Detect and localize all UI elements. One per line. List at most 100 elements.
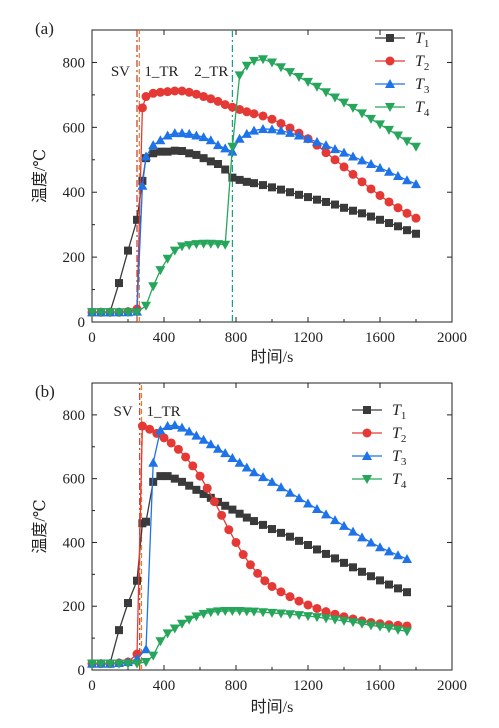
legend-label: T2 (392, 425, 406, 445)
data-point (403, 226, 411, 235)
data-point (385, 219, 393, 228)
data-point (141, 151, 151, 161)
data-point (384, 624, 394, 634)
data-point (205, 239, 216, 249)
data-point (137, 421, 147, 431)
data-point (177, 86, 187, 96)
series-line (92, 425, 408, 665)
data-point (205, 439, 216, 449)
legend-label: T3 (415, 76, 430, 96)
data-point (258, 472, 268, 482)
data-point (321, 148, 331, 158)
data-point (294, 73, 304, 83)
y-tick-label: 600 (63, 472, 86, 488)
data-point (221, 501, 230, 510)
series-0 (88, 472, 411, 668)
data-point (234, 133, 245, 143)
legend-name: T (415, 53, 425, 70)
data-point (366, 537, 376, 547)
y-tick-label: 800 (63, 408, 86, 424)
data-point (220, 240, 231, 250)
data-point (170, 474, 179, 483)
data-point (141, 658, 151, 668)
data-point (159, 433, 169, 443)
data-point (357, 619, 367, 629)
data-point (366, 158, 376, 168)
data-point (295, 190, 303, 199)
data-point (115, 279, 123, 288)
x-tick-label: 400 (153, 678, 176, 694)
data-point (234, 607, 245, 617)
x-tick-label: 1200 (293, 678, 323, 694)
data-point (205, 135, 216, 145)
data-point (331, 200, 339, 209)
series-3 (87, 607, 412, 669)
data-point (402, 208, 412, 218)
data-point (258, 123, 268, 133)
legend-entry: T2 (375, 53, 429, 73)
data-point (375, 542, 385, 552)
data-point (294, 611, 304, 621)
data-point (123, 659, 133, 669)
y-axis-label: 温度/℃ (31, 149, 49, 203)
data-point (285, 68, 295, 78)
data-point (234, 457, 245, 467)
data-point (276, 63, 286, 73)
legend-name: T (415, 76, 425, 93)
data-point (178, 147, 186, 156)
data-point (358, 209, 366, 218)
data-point (148, 282, 159, 292)
y-tick-label: 0 (78, 315, 86, 331)
y-axis-label: 温度/℃ (31, 499, 49, 553)
data-point (148, 457, 159, 467)
legend-entry: T1 (375, 30, 429, 50)
data-point (276, 482, 286, 492)
data-point (96, 308, 106, 318)
series-3 (87, 55, 421, 318)
data-point (375, 622, 385, 632)
data-point (191, 430, 202, 440)
data-point (235, 175, 244, 184)
data-point (245, 560, 255, 570)
y-tick-label: 800 (63, 55, 86, 71)
data-point (349, 206, 357, 215)
legend-subscript: 4 (401, 479, 407, 491)
data-point (267, 608, 277, 618)
data-point (294, 130, 304, 140)
x-tick-label: 0 (88, 678, 96, 694)
legend-label: T3 (392, 448, 407, 468)
data-point (220, 100, 230, 110)
data-point (321, 509, 331, 519)
data-point (340, 203, 348, 212)
data-point (96, 659, 106, 669)
x-tick-label: 1600 (365, 678, 395, 694)
data-point (393, 203, 403, 213)
data-point (177, 242, 187, 252)
x-tick-label: 800 (225, 330, 248, 346)
data-point (124, 246, 132, 255)
data-point (411, 213, 421, 223)
data-point (312, 603, 322, 613)
data-point (214, 159, 222, 168)
data-point (205, 608, 216, 618)
data-point (339, 162, 349, 172)
data-point (173, 444, 183, 454)
data-point (303, 600, 313, 610)
data-point (124, 599, 132, 608)
data-point (294, 596, 304, 606)
data-point (357, 532, 367, 542)
legend-entry: T2 (352, 425, 406, 445)
panel-label: (a) (35, 19, 54, 38)
y-tick-label: 200 (63, 250, 86, 266)
data-point (206, 493, 215, 502)
data-point (191, 130, 202, 140)
data-point (141, 644, 151, 654)
data-point (213, 607, 223, 617)
data-point (376, 215, 384, 224)
annotation-label: 2_TR (194, 64, 228, 80)
data-point (184, 128, 195, 138)
data-point (277, 528, 285, 537)
data-point (166, 438, 176, 448)
